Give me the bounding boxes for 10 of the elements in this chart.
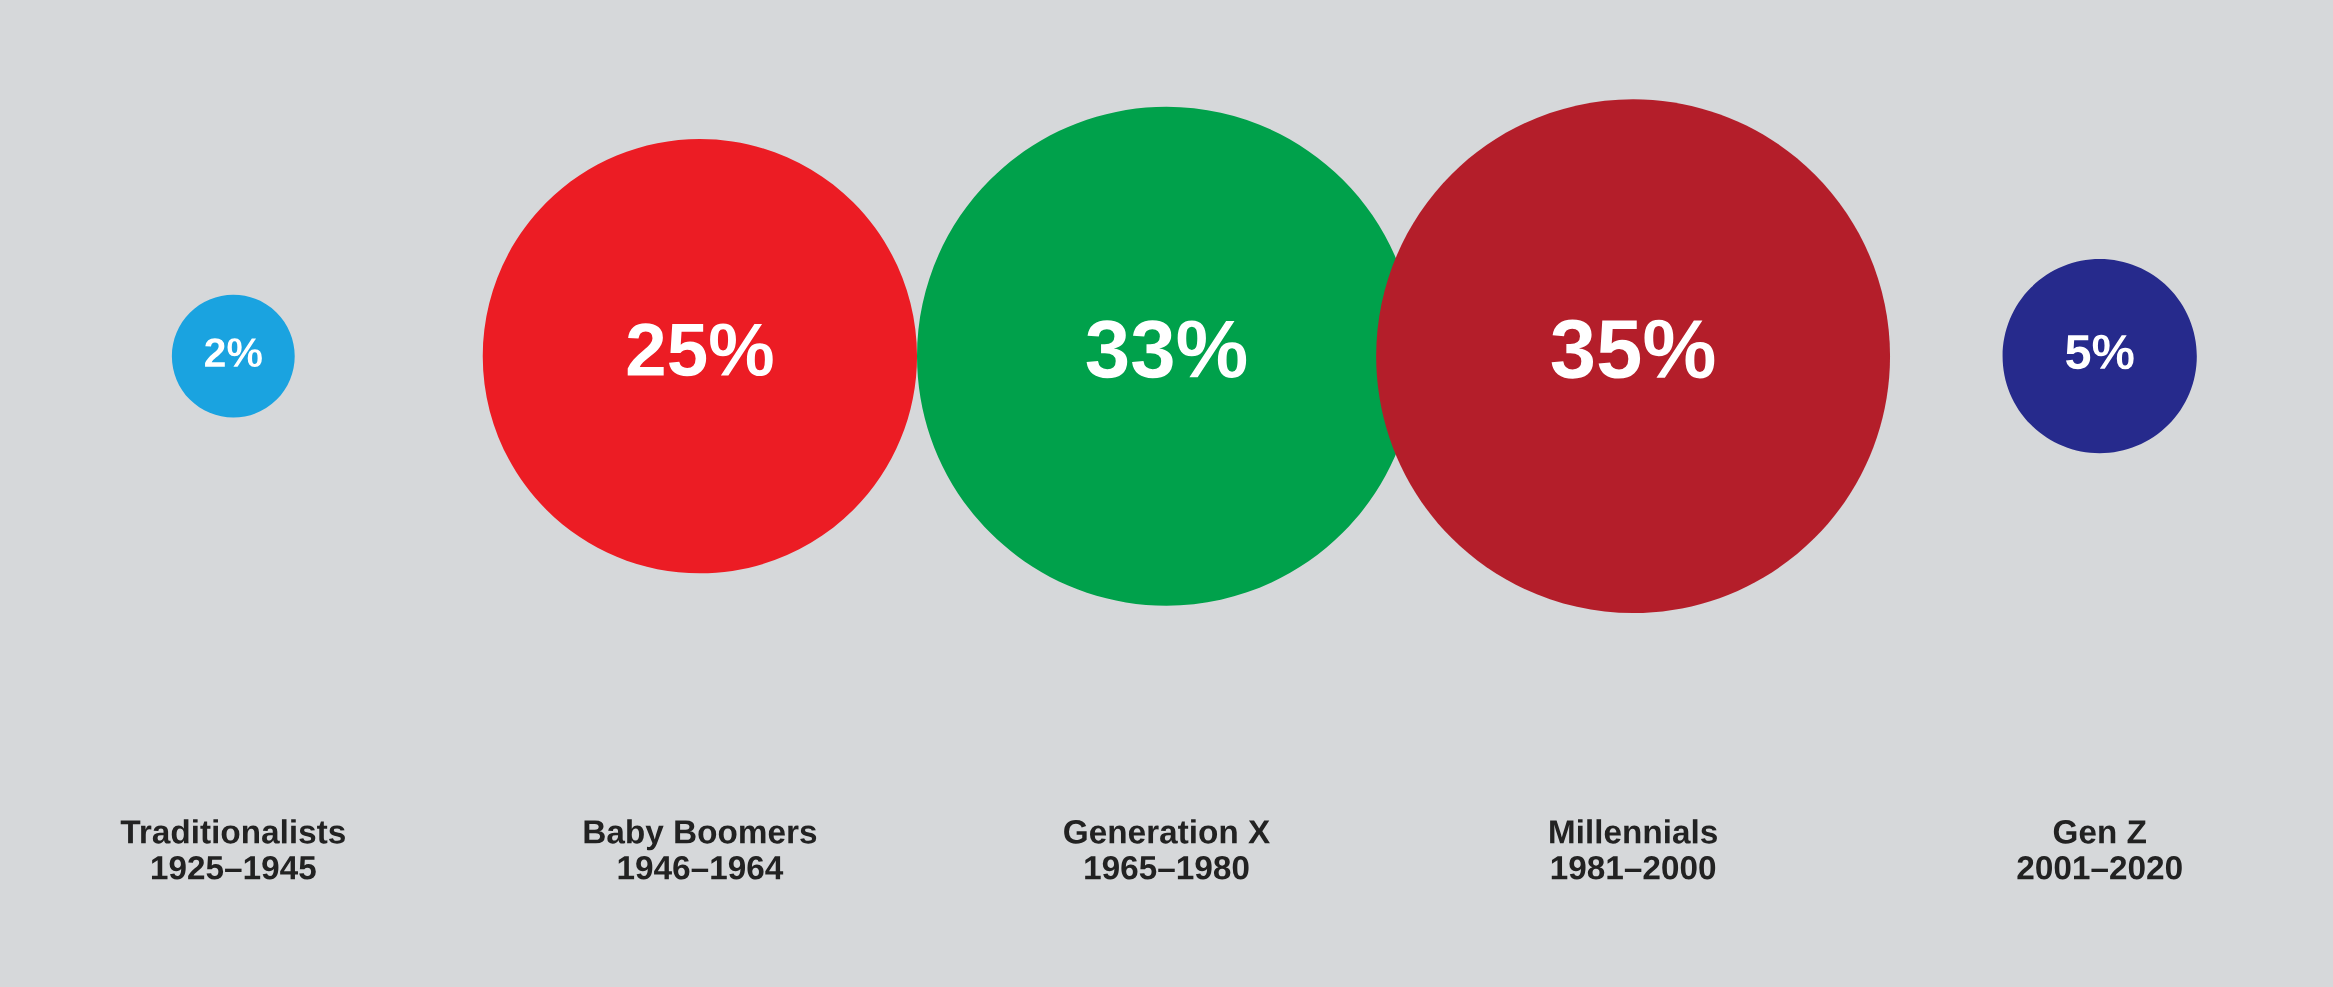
- category-label: Traditionalists 1925–1945: [120, 819, 345, 880]
- data-label: 2%: [205, 338, 262, 368]
- category-label: Millennials 1981–2000: [1550, 819, 1717, 880]
- data-label: 5%: [2065, 334, 2134, 370]
- data-label: 25%: [627, 323, 773, 377]
- data-label: 33%: [1086, 320, 1247, 379]
- data-label: 35%: [1551, 319, 1715, 379]
- category-label: Baby Boomers 1946–1964: [584, 819, 817, 880]
- category-label: Gen Z 2001–2020: [2017, 820, 2182, 880]
- category-label: Generation X 1965–1980: [1064, 819, 1270, 880]
